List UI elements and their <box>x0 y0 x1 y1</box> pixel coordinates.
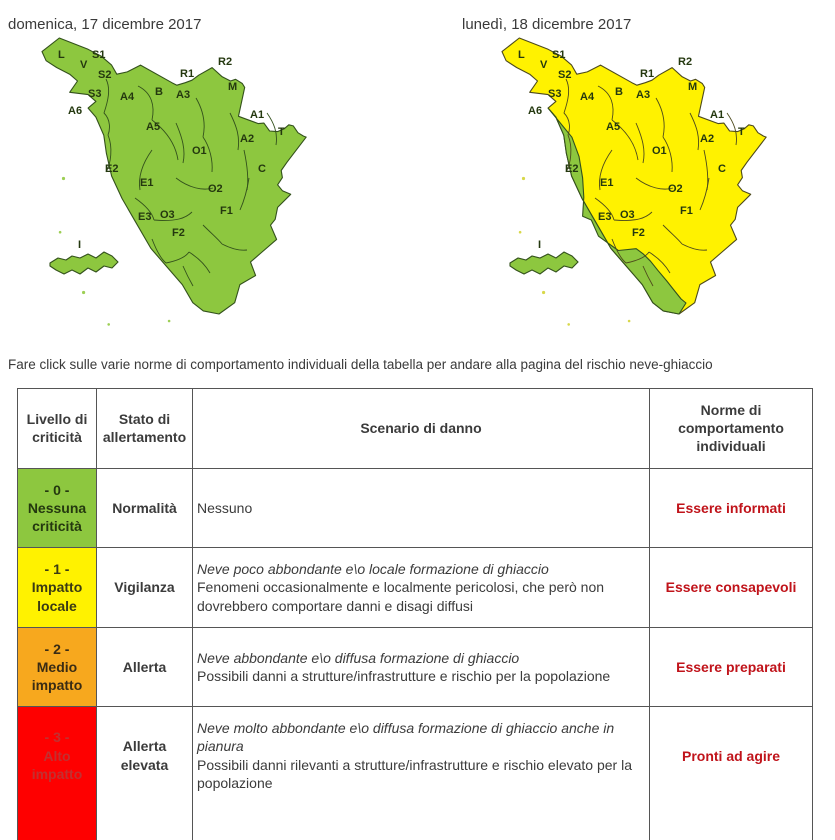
svg-text:B: B <box>155 86 163 98</box>
svg-text:S2: S2 <box>98 69 111 81</box>
svg-text:A5: A5 <box>606 121 620 133</box>
svg-text:S1: S1 <box>552 49 565 61</box>
svg-text:E3: E3 <box>138 211 151 223</box>
svg-text:O1: O1 <box>192 145 207 157</box>
svg-text:A4: A4 <box>120 91 135 103</box>
svg-text:O1: O1 <box>652 145 667 157</box>
svg-text:M: M <box>228 81 237 93</box>
svg-text:O2: O2 <box>208 183 223 195</box>
svg-text:E1: E1 <box>140 177 153 189</box>
svg-text:A1: A1 <box>250 109 264 121</box>
svg-text:S3: S3 <box>88 88 101 100</box>
svg-text:A4: A4 <box>580 91 595 103</box>
svg-text:A5: A5 <box>146 121 160 133</box>
svg-text:L: L <box>58 49 65 61</box>
svg-text:T: T <box>738 126 745 138</box>
svg-text:T: T <box>278 126 285 138</box>
svg-text:R1: R1 <box>180 68 194 80</box>
svg-text:S2: S2 <box>558 69 571 81</box>
svg-text:V: V <box>540 59 548 71</box>
svg-text:E2: E2 <box>105 163 118 175</box>
svg-text:C: C <box>258 163 266 175</box>
svg-text:I: I <box>78 239 81 251</box>
svg-text:A2: A2 <box>700 133 714 145</box>
svg-text:S1: S1 <box>92 49 105 61</box>
svg-text:E3: E3 <box>598 211 611 223</box>
svg-text:C: C <box>718 163 726 175</box>
svg-text:O2: O2 <box>668 183 683 195</box>
svg-text:A6: A6 <box>68 105 82 117</box>
svg-text:R2: R2 <box>678 56 692 68</box>
svg-text:O3: O3 <box>620 209 635 221</box>
svg-text:V: V <box>80 59 88 71</box>
svg-text:S3: S3 <box>548 88 561 100</box>
svg-text:F2: F2 <box>632 227 645 239</box>
svg-text:F2: F2 <box>172 227 185 239</box>
svg-text:A3: A3 <box>636 89 650 101</box>
svg-text:A3: A3 <box>176 89 190 101</box>
svg-text:A1: A1 <box>710 109 724 121</box>
svg-text:I: I <box>538 239 541 251</box>
svg-text:E1: E1 <box>600 177 613 189</box>
svg-text:E2: E2 <box>565 163 578 175</box>
svg-text:A2: A2 <box>240 133 254 145</box>
svg-text:A6: A6 <box>528 105 542 117</box>
svg-text:F1: F1 <box>220 205 233 217</box>
svg-text:R1: R1 <box>640 68 654 80</box>
svg-text:R2: R2 <box>218 56 232 68</box>
svg-text:L: L <box>518 49 525 61</box>
svg-text:O3: O3 <box>160 209 175 221</box>
svg-text:F1: F1 <box>680 205 693 217</box>
svg-text:M: M <box>688 81 697 93</box>
svg-text:B: B <box>615 86 623 98</box>
